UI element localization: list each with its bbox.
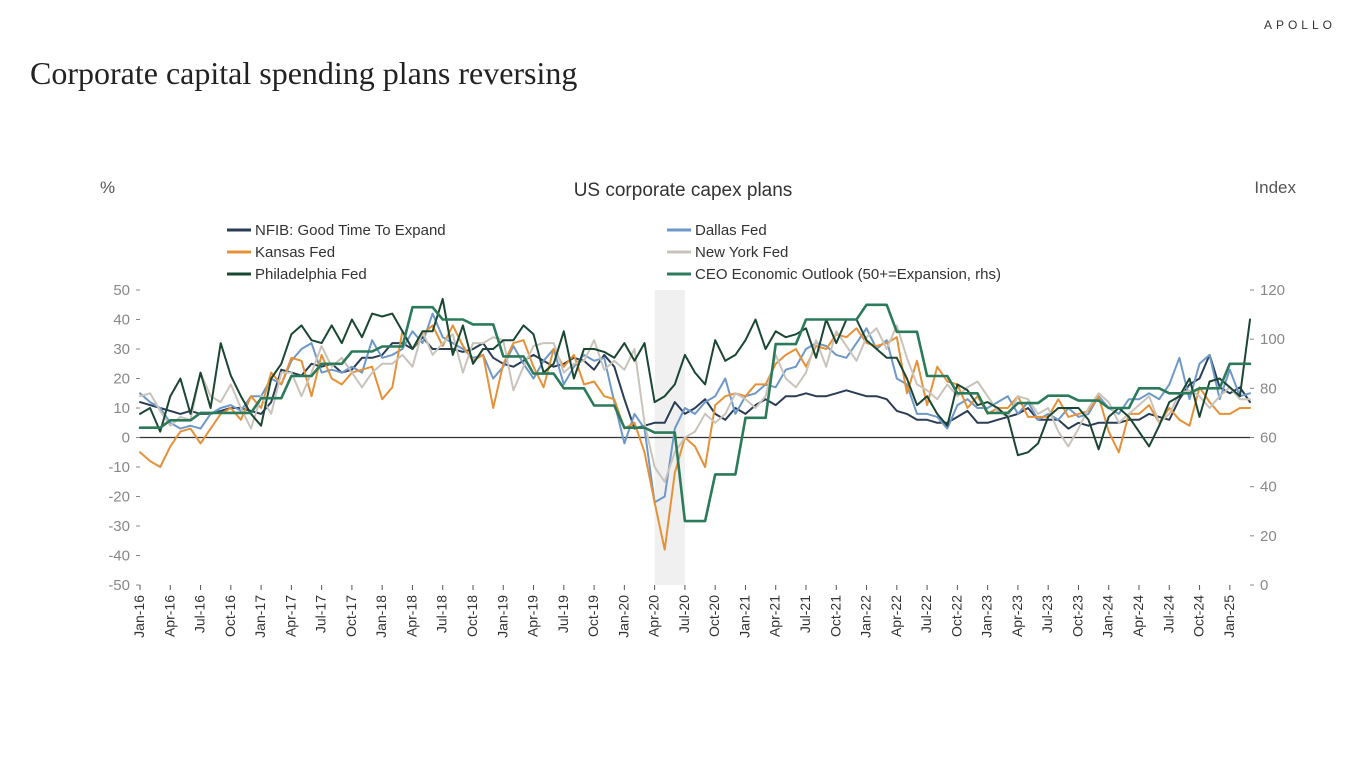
svg-text:Jul-22: Jul-22 <box>918 595 934 633</box>
svg-text:Oct-17: Oct-17 <box>343 595 359 637</box>
svg-text:Oct-23: Oct-23 <box>1069 595 1085 637</box>
svg-text:Dallas Fed: Dallas Fed <box>695 222 767 239</box>
svg-text:120: 120 <box>1260 282 1285 299</box>
svg-text:Apr-21: Apr-21 <box>767 595 783 637</box>
svg-text:Oct-20: Oct-20 <box>706 595 722 637</box>
svg-text:Jan-23: Jan-23 <box>979 595 995 638</box>
svg-text:Kansas Fed: Kansas Fed <box>255 244 335 261</box>
svg-text:Jul-18: Jul-18 <box>434 595 450 633</box>
brand-logo: APOLLO <box>1264 18 1336 32</box>
svg-text:Jan-20: Jan-20 <box>615 595 631 638</box>
svg-text:-50: -50 <box>108 577 130 594</box>
svg-text:Oct-22: Oct-22 <box>948 595 964 637</box>
svg-text:Jan-25: Jan-25 <box>1221 595 1237 638</box>
svg-text:-20: -20 <box>108 489 130 506</box>
svg-text:Jul-24: Jul-24 <box>1160 595 1176 633</box>
svg-text:Oct-16: Oct-16 <box>222 595 238 637</box>
svg-text:Oct-21: Oct-21 <box>827 595 843 637</box>
svg-text:Apr-17: Apr-17 <box>282 595 298 637</box>
page-title: Corporate capital spending plans reversi… <box>30 55 577 92</box>
svg-text:Oct-24: Oct-24 <box>1191 595 1207 637</box>
svg-text:Jan-19: Jan-19 <box>494 595 510 638</box>
svg-text:20: 20 <box>113 371 130 388</box>
svg-text:Apr-22: Apr-22 <box>888 595 904 637</box>
svg-text:Jan-21: Jan-21 <box>736 595 752 638</box>
svg-text:20: 20 <box>1260 528 1277 545</box>
svg-text:CEO Economic Outlook (50+=Expa: CEO Economic Outlook (50+=Expansion, rhs… <box>695 266 1001 283</box>
svg-text:-30: -30 <box>108 518 130 535</box>
svg-text:Jul-20: Jul-20 <box>676 595 692 633</box>
svg-text:Jan-22: Jan-22 <box>858 595 874 638</box>
svg-text:100: 100 <box>1260 331 1285 348</box>
svg-text:Jan-17: Jan-17 <box>252 595 268 638</box>
svg-text:60: 60 <box>1260 430 1277 447</box>
svg-text:Jul-16: Jul-16 <box>192 595 208 633</box>
svg-text:Apr-20: Apr-20 <box>646 595 662 637</box>
svg-text:Jan-18: Jan-18 <box>373 595 389 638</box>
svg-text:Philadelphia Fed: Philadelphia Fed <box>255 266 367 283</box>
svg-text:Jul-17: Jul-17 <box>313 595 329 633</box>
svg-text:NFIB: Good Time To Expand: NFIB: Good Time To Expand <box>255 222 446 239</box>
svg-text:Jan-24: Jan-24 <box>1100 595 1116 638</box>
svg-text:New York Fed: New York Fed <box>695 244 788 261</box>
svg-text:50: 50 <box>113 282 130 299</box>
svg-text:Apr-19: Apr-19 <box>525 595 541 637</box>
svg-text:0: 0 <box>1260 577 1268 594</box>
svg-text:80: 80 <box>1260 380 1277 397</box>
svg-text:Oct-19: Oct-19 <box>585 595 601 637</box>
svg-text:-40: -40 <box>108 548 130 565</box>
svg-text:30: 30 <box>113 341 130 358</box>
svg-text:Apr-24: Apr-24 <box>1130 595 1146 637</box>
svg-text:Jul-21: Jul-21 <box>797 595 813 633</box>
svg-text:Oct-18: Oct-18 <box>464 595 480 637</box>
svg-text:10: 10 <box>113 400 130 417</box>
svg-text:Jan-16: Jan-16 <box>131 595 147 638</box>
page: APOLLO Corporate capital spending plans … <box>0 0 1366 768</box>
svg-text:Apr-16: Apr-16 <box>161 595 177 637</box>
svg-text:Apr-23: Apr-23 <box>1009 595 1025 637</box>
svg-text:40: 40 <box>113 312 130 329</box>
svg-text:Jul-19: Jul-19 <box>555 595 571 633</box>
chart-svg: -50 -40 -30 -20 -10 0 10 20 30 40 50 0 20 40 60 80 100 12… <box>85 170 1305 670</box>
svg-text:-10: -10 <box>108 459 130 476</box>
svg-text:40: 40 <box>1260 479 1277 496</box>
chart-area: -50 -40 -30 -20 -10 0 10 20 30 40 50 0 20 40 60 80 100 12… <box>85 170 1305 670</box>
svg-text:Apr-18: Apr-18 <box>403 595 419 637</box>
svg-text:Jul-23: Jul-23 <box>1039 595 1055 633</box>
svg-text:0: 0 <box>122 430 130 447</box>
